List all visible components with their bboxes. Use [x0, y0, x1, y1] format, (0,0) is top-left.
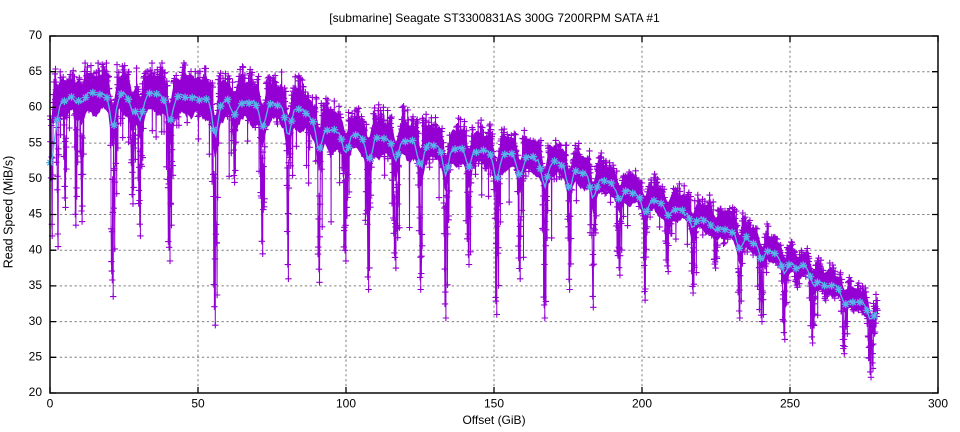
svg-text:300: 300: [928, 396, 948, 410]
svg-text:250: 250: [780, 396, 800, 410]
svg-text:Offset (GiB): Offset (GiB): [462, 413, 525, 427]
svg-text:20: 20: [29, 385, 43, 399]
svg-text:25: 25: [29, 350, 43, 364]
svg-text:30: 30: [29, 314, 43, 328]
svg-text:100: 100: [336, 396, 356, 410]
svg-text:[submarine] Seagate ST3300831A: [submarine] Seagate ST3300831AS 300G 720…: [329, 11, 660, 25]
svg-text:50: 50: [191, 396, 205, 410]
svg-text:0: 0: [47, 396, 54, 410]
svg-text:70: 70: [29, 28, 43, 42]
svg-text:65: 65: [29, 64, 43, 78]
svg-text:40: 40: [29, 242, 43, 256]
svg-text:50: 50: [29, 171, 43, 185]
svg-text:200: 200: [632, 396, 652, 410]
svg-text:35: 35: [29, 278, 43, 292]
svg-text:Read Speed (MiB/s): Read Speed (MiB/s): [2, 156, 16, 269]
svg-text:150: 150: [484, 396, 504, 410]
svg-text:55: 55: [29, 135, 43, 149]
svg-text:45: 45: [29, 207, 43, 221]
svg-text:60: 60: [29, 100, 43, 114]
